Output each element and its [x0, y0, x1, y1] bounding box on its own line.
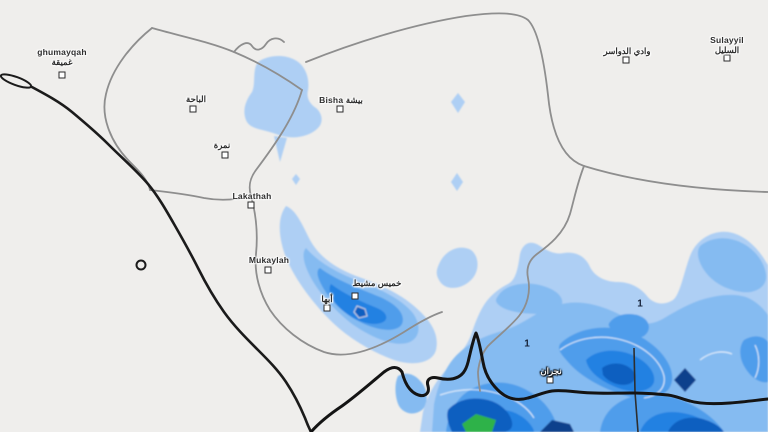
precip-band-core [329, 284, 387, 324]
precip-core-diamond [674, 368, 696, 392]
precip-drip [274, 136, 287, 162]
coast-islet [135, 259, 147, 271]
white-contour-a [439, 389, 535, 419]
admin-line-south [477, 165, 585, 392]
precip-diamond-1 [451, 93, 465, 113]
admin-line-northeast [305, 12, 585, 167]
admin-wiggle [233, 37, 285, 53]
white-contour-c [699, 344, 760, 379]
admin-boundaries [103, 12, 768, 432]
precip-patch-bisha [244, 56, 322, 138]
precip-blob-upper [495, 283, 563, 314]
coast-line [28, 84, 313, 432]
precip-diamond-3 [292, 174, 300, 185]
admin-line-central [248, 89, 443, 356]
admin-line-east [583, 165, 768, 193]
precip-band-cell [353, 305, 368, 319]
international-border [309, 331, 768, 432]
precip-core-b [540, 420, 574, 432]
admin-line-west [103, 27, 153, 191]
precip-blob-topright [697, 238, 767, 293]
white-contour-b [559, 336, 665, 399]
coastline [0, 73, 313, 432]
precip-dark-b [602, 363, 636, 385]
coast-island [0, 73, 33, 89]
precipitation-layer [244, 56, 768, 432]
precip-diamond-2 [451, 173, 463, 191]
precip-strong-d [608, 314, 649, 339]
precip-blob-hook [395, 373, 427, 414]
precip-blob-west [436, 247, 478, 288]
precip-green-core [462, 414, 496, 432]
precip-strong-e [740, 336, 768, 383]
admin-line-coastlink [149, 189, 252, 201]
precip-dark-c [668, 417, 724, 432]
